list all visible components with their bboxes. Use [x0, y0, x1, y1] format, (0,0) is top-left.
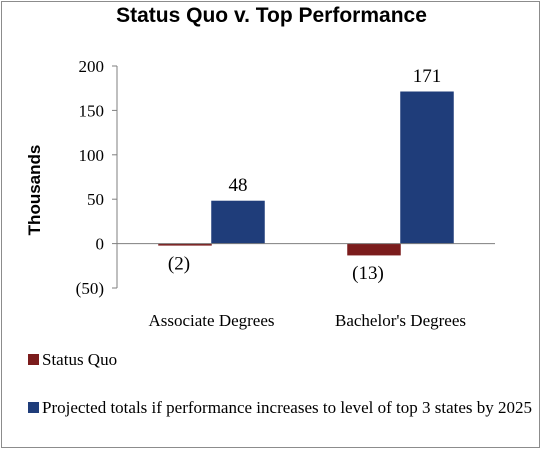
legend-swatch-projected	[28, 402, 39, 413]
x-tick-label: Associate Degrees	[148, 311, 274, 330]
y-tick-label: 50	[87, 190, 104, 209]
data-label-status-quo: (2)	[168, 253, 190, 274]
x-axis: Associate Degrees Bachelor's Degrees	[117, 243, 495, 330]
y-tick-label: 150	[79, 101, 105, 120]
bar-projected	[400, 91, 454, 244]
legend-item-status-quo: Status Quo	[28, 350, 532, 370]
y-axis: 200 150 100 50 0 (50)	[76, 57, 118, 298]
x-tick-label: Bachelor's Degrees	[335, 311, 466, 330]
legend-swatch-status-quo	[28, 354, 39, 365]
legend-label: Projected totals if performance increase…	[42, 398, 533, 417]
y-tick-label: 200	[79, 57, 105, 76]
legend-label: Status Quo	[42, 350, 118, 369]
data-label-projected: 171	[413, 66, 442, 87]
y-tick-label: 0	[96, 235, 105, 254]
bar-status-quo	[347, 243, 401, 256]
legend-item-projected: Projected totals if performance increase…	[28, 398, 532, 418]
bars	[158, 91, 454, 256]
bar-projected	[211, 200, 265, 244]
data-labels: (2) 48 (13) 171	[168, 66, 441, 284]
y-axis-label: Thousands	[25, 145, 44, 236]
data-label-projected: 48	[229, 175, 248, 196]
y-tick-label: 100	[79, 146, 105, 165]
y-tick-label: (50)	[76, 279, 104, 298]
data-label-status-quo: (13)	[352, 263, 384, 284]
chart-title: Status Quo v. Top Performance	[116, 4, 427, 27]
